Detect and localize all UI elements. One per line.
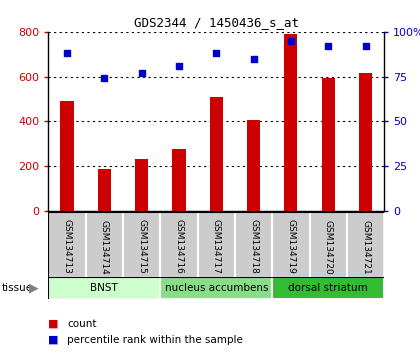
Text: ■: ■ bbox=[48, 335, 59, 345]
Text: tissue: tissue bbox=[2, 283, 33, 293]
Text: GSM134716: GSM134716 bbox=[174, 219, 184, 274]
Bar bbox=[48, 277, 160, 299]
Point bbox=[176, 63, 182, 69]
Bar bbox=[272, 212, 310, 281]
Text: percentile rank within the sample: percentile rank within the sample bbox=[67, 335, 243, 345]
Text: count: count bbox=[67, 319, 97, 329]
Text: ■: ■ bbox=[48, 319, 59, 329]
Bar bbox=[284, 34, 297, 211]
Text: GSM134719: GSM134719 bbox=[286, 219, 295, 274]
Text: GSM134713: GSM134713 bbox=[63, 219, 71, 274]
Point bbox=[213, 51, 220, 56]
Bar bbox=[347, 212, 384, 281]
Title: GDS2344 / 1450436_s_at: GDS2344 / 1450436_s_at bbox=[134, 16, 299, 29]
Bar bbox=[98, 169, 111, 211]
Bar bbox=[210, 97, 223, 211]
Text: ▶: ▶ bbox=[29, 281, 38, 295]
Bar bbox=[135, 159, 148, 211]
Bar bbox=[160, 212, 198, 281]
Point bbox=[63, 51, 70, 56]
Bar bbox=[173, 149, 186, 211]
Bar bbox=[160, 277, 272, 299]
Bar bbox=[272, 277, 384, 299]
Point bbox=[250, 56, 257, 62]
Text: dorsal striatum: dorsal striatum bbox=[289, 283, 368, 293]
Bar bbox=[247, 120, 260, 211]
Text: GSM134717: GSM134717 bbox=[212, 219, 221, 274]
Bar bbox=[322, 78, 335, 211]
Bar bbox=[359, 73, 372, 211]
Bar bbox=[60, 101, 74, 211]
Text: GSM134721: GSM134721 bbox=[361, 219, 370, 274]
Text: nucleus accumbens: nucleus accumbens bbox=[165, 283, 268, 293]
Text: GSM134718: GSM134718 bbox=[249, 219, 258, 274]
Bar bbox=[123, 212, 160, 281]
Point bbox=[288, 38, 294, 44]
Bar bbox=[48, 212, 86, 281]
Bar bbox=[198, 212, 235, 281]
Point bbox=[362, 43, 369, 49]
Text: GSM134715: GSM134715 bbox=[137, 219, 146, 274]
Point bbox=[138, 70, 145, 76]
Text: GSM134720: GSM134720 bbox=[324, 219, 333, 274]
Bar bbox=[235, 212, 272, 281]
Point bbox=[101, 75, 108, 81]
Text: BNST: BNST bbox=[90, 283, 118, 293]
Bar bbox=[86, 212, 123, 281]
Text: GSM134714: GSM134714 bbox=[100, 219, 109, 274]
Point bbox=[325, 43, 332, 49]
Bar bbox=[310, 212, 347, 281]
